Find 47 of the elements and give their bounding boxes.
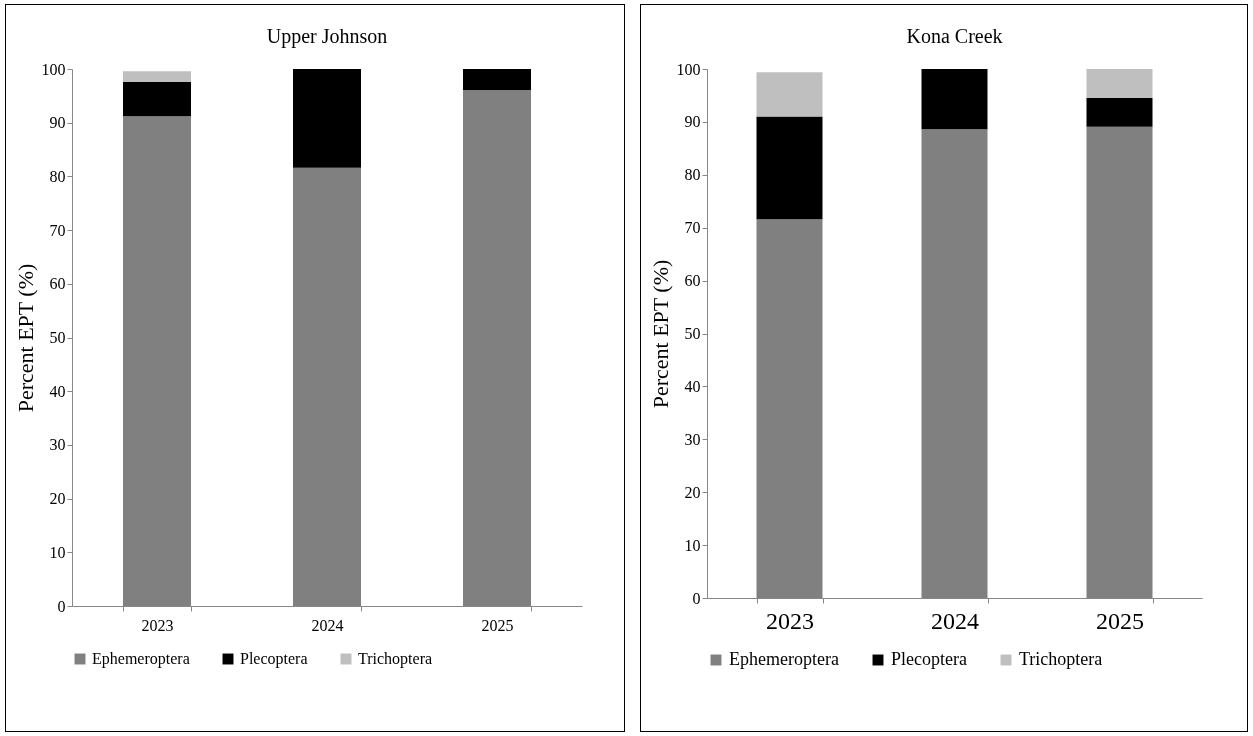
legend-label: Ephemeroptera <box>729 649 839 669</box>
y-tick-label: 30 <box>684 430 701 448</box>
y-tick-label: 10 <box>684 536 701 554</box>
x-tick-label: 2024 <box>311 616 344 634</box>
y-tick-label: 80 <box>49 167 66 185</box>
legend-label: Trichoptera <box>358 650 433 668</box>
bar <box>123 71 191 82</box>
chart-title: Kona Creek <box>906 25 1003 47</box>
y-tick-label: 90 <box>684 113 701 131</box>
y-tick-label: 100 <box>41 60 66 78</box>
y-tick-label: 40 <box>49 382 66 400</box>
y-tick-label: 50 <box>684 325 701 342</box>
y-tick-label: 70 <box>684 219 701 237</box>
y-tick-label: 0 <box>57 597 66 615</box>
y-tick-label: 10 <box>49 543 66 561</box>
y-tick-label: 30 <box>49 436 66 454</box>
bar <box>921 69 988 130</box>
legend-label: Trichoptera <box>1019 649 1103 669</box>
y-tick-label: 40 <box>684 377 701 395</box>
bar <box>1086 98 1153 127</box>
y-axis-title: Percent EPT (%) <box>647 259 673 409</box>
x-tick-label: 2024 <box>931 607 979 634</box>
bar <box>1086 69 1153 99</box>
y-tick-label: 20 <box>684 483 701 501</box>
y-tick-label: 0 <box>692 589 701 607</box>
legend-label: Ephemeroptera <box>92 650 190 668</box>
y-tick-label: 80 <box>684 166 701 184</box>
y-tick-label: 60 <box>49 275 66 293</box>
bar <box>293 69 361 168</box>
legend-label: Plecoptera <box>891 649 967 669</box>
y-tick-label: 20 <box>49 490 66 508</box>
y-tick-label: 90 <box>49 114 66 132</box>
bar <box>463 69 531 90</box>
legend-label: Plecoptera <box>240 650 308 668</box>
y-tick-label: 70 <box>49 221 66 239</box>
y-tick-label: 60 <box>684 272 701 290</box>
chart-title: Upper Johnson <box>266 25 388 48</box>
y-tick-label: 50 <box>49 329 66 346</box>
y-tick-label: 100 <box>676 60 701 78</box>
x-tick-label: 2023 <box>141 616 174 634</box>
y-axis-title: Percent EPT (%) <box>12 263 38 413</box>
bar <box>123 81 191 117</box>
x-tick-label: 2025 <box>481 616 514 634</box>
bar <box>756 72 823 117</box>
bar <box>756 116 823 220</box>
x-tick-label: 2025 <box>1096 607 1144 634</box>
x-tick-label: 2023 <box>766 607 814 634</box>
